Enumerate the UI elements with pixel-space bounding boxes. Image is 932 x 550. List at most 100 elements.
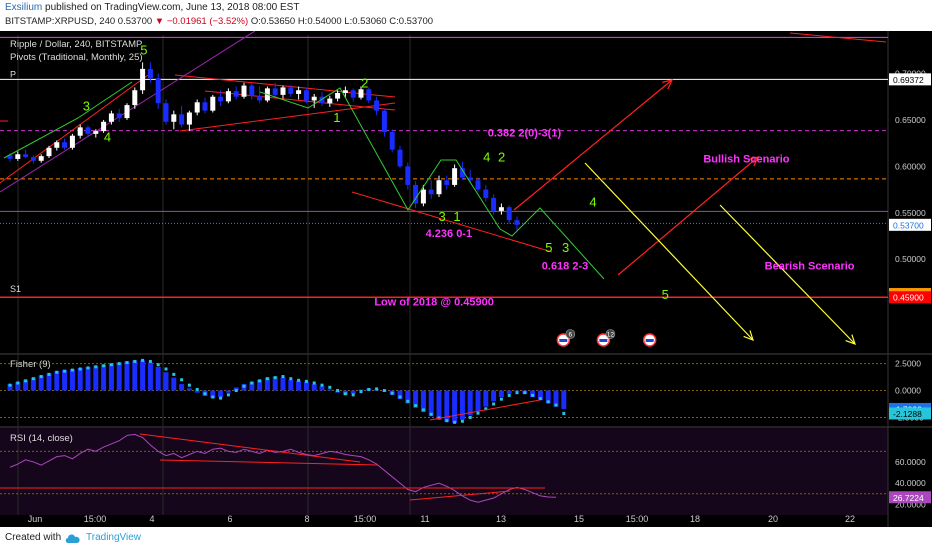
candle-body xyxy=(374,100,380,111)
x-tick-label: 13 xyxy=(496,514,506,524)
chart-annotation: 0.618 2-3 xyxy=(542,260,588,272)
fisher-bar xyxy=(405,390,411,404)
candle-body xyxy=(475,180,481,190)
fisher-bar xyxy=(62,370,68,391)
fisher-signal-point xyxy=(195,387,199,391)
rsi-tick-label: 60.0000 xyxy=(895,457,926,467)
fisher-signal-point xyxy=(546,400,550,404)
candle xyxy=(69,133,75,150)
fisher-bar xyxy=(54,371,60,391)
fisher-bar xyxy=(116,362,122,391)
candle xyxy=(272,82,278,98)
rsi-tick-label: 40.0000 xyxy=(895,478,926,488)
fisher-bar xyxy=(444,390,450,422)
fisher-bar xyxy=(420,390,426,413)
fisher-signal-point xyxy=(367,387,371,391)
chart-annotation: 1 xyxy=(333,110,340,125)
fisher-bar xyxy=(163,372,169,391)
price-tag-bg xyxy=(889,291,931,304)
fisher-bar xyxy=(319,386,325,391)
candle xyxy=(428,180,434,199)
candle xyxy=(436,175,442,197)
fisher-bar xyxy=(483,390,489,407)
trend-line xyxy=(0,74,149,184)
x-tick-label: 8 xyxy=(304,514,309,524)
candle xyxy=(413,181,419,209)
candle-body xyxy=(124,105,130,119)
fisher-signal-point xyxy=(445,419,449,423)
candle-body xyxy=(15,154,21,159)
wave-line xyxy=(259,87,605,280)
fisher-signal-point xyxy=(273,376,277,380)
fisher-signal-point xyxy=(460,419,464,423)
fisher-signal-point xyxy=(172,372,176,376)
fisher-bar xyxy=(23,379,29,391)
ohlc-values: O:0.53650 H:0.54000 L:0.53060 C:0.53700 xyxy=(250,16,434,27)
candle xyxy=(116,108,122,122)
rsi-divergence-line xyxy=(409,490,511,501)
fisher-signal-point xyxy=(531,393,535,397)
candle xyxy=(171,110,177,130)
fisher-signal-point xyxy=(398,395,402,399)
badge-count: 12 xyxy=(607,332,615,339)
fisher-signal-point xyxy=(125,361,129,365)
chart-annotation: 4 xyxy=(104,129,111,144)
chart-canvas[interactable]: Jun 15:00 4 6 8 15:00 11 13 15 15:00 18 20 220.50000… xyxy=(0,31,932,527)
candle xyxy=(335,90,341,102)
event-badge[interactable]: 6 xyxy=(556,329,576,347)
pivot-indicator-label: Pivots (Traditional, Monthly, 25) xyxy=(10,52,143,63)
chart-annotation: 4 xyxy=(589,194,596,209)
fisher-signal-point xyxy=(102,364,106,368)
fisher-bar xyxy=(553,390,559,407)
fisher-bar xyxy=(436,390,442,420)
fisher-bar xyxy=(85,366,91,391)
username-link[interactable]: Exsilium xyxy=(5,2,43,13)
candle-body xyxy=(514,220,520,225)
created-with-text: Created with xyxy=(5,532,62,543)
candle xyxy=(296,86,302,100)
candle-body xyxy=(257,95,263,101)
chart-annotation: 2 xyxy=(361,75,368,90)
candle xyxy=(101,119,107,133)
x-tick-label: Jun xyxy=(28,514,43,524)
trend-line xyxy=(351,191,553,253)
fisher-signal-point xyxy=(63,369,67,373)
tradingview-brand[interactable]: TradingView xyxy=(86,532,142,543)
candle-body xyxy=(389,132,395,150)
fisher-signal-point xyxy=(289,377,293,381)
fisher-signal-point xyxy=(390,391,394,395)
publish-info: Exsilium published on TradingView.com, J… xyxy=(5,2,299,13)
fisher-bar xyxy=(459,390,465,420)
fisher-signal-point xyxy=(86,366,90,370)
fisher-bar xyxy=(350,390,356,394)
x-tick-label: 6 xyxy=(227,514,232,524)
candle xyxy=(140,62,146,94)
fisher-signal-point xyxy=(484,407,488,411)
chart-annotation: 5 xyxy=(140,42,147,57)
fisher-signal-point xyxy=(156,363,160,367)
candle-body xyxy=(85,127,91,134)
candle xyxy=(30,155,36,164)
pivot-p-label: P xyxy=(10,69,16,79)
fisher-signal-point xyxy=(281,375,285,379)
x-tick-label: 15:00 xyxy=(354,514,377,524)
candle xyxy=(77,124,83,139)
x-tick-label: 4 xyxy=(149,514,154,524)
candle xyxy=(132,87,138,109)
fisher-bar xyxy=(506,390,512,394)
fisher-bar xyxy=(537,390,543,401)
candle-body xyxy=(163,103,169,122)
candle xyxy=(54,140,60,151)
chart-annotation: Low of 2018 @ 0.45900 xyxy=(374,297,494,309)
fisher-price-tag-bg xyxy=(889,407,931,420)
fisher-signal-point xyxy=(109,363,113,367)
candle xyxy=(23,149,29,158)
fisher-bar xyxy=(358,389,364,391)
price-tag-bg xyxy=(889,73,931,86)
candle-body xyxy=(77,127,83,136)
event-badge[interactable]: 12 xyxy=(596,329,616,347)
candle-body xyxy=(7,155,13,159)
fisher-bar xyxy=(467,390,473,416)
fisher-signal-point xyxy=(141,358,145,362)
event-badge[interactable] xyxy=(642,333,657,347)
